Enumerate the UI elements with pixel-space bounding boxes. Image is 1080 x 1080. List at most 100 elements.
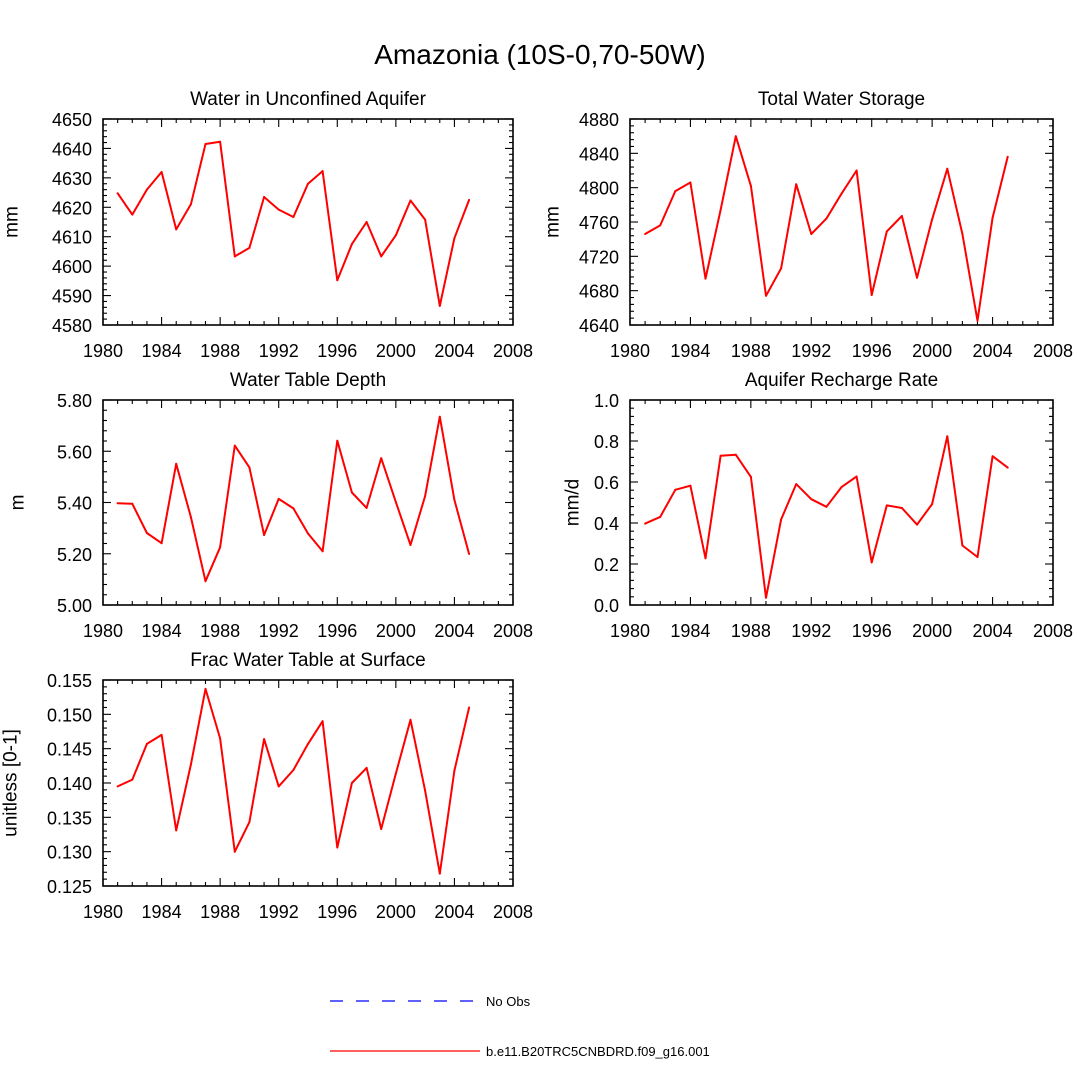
y-tick-label: 1.0	[594, 391, 619, 411]
x-tick-label: 1988	[731, 621, 771, 641]
data-point	[350, 491, 353, 494]
data-point	[189, 516, 192, 519]
y-tick-label: 4610	[52, 228, 92, 248]
data-point	[350, 782, 353, 784]
data-point	[674, 190, 677, 193]
y-tick-label: 0.0	[594, 596, 619, 616]
x-tick-label: 1980	[83, 341, 123, 361]
data-point	[453, 498, 456, 501]
y-tick-label: 5.00	[57, 596, 92, 616]
x-tick-label: 1980	[83, 902, 123, 922]
data-point	[233, 444, 236, 447]
x-tick-label: 1984	[142, 902, 182, 922]
data-point	[795, 183, 798, 186]
data-point	[321, 170, 324, 173]
y-tick-label: 4630	[52, 169, 92, 189]
y-tick-label: 5.60	[57, 442, 92, 462]
data-point	[219, 140, 222, 143]
data-point	[749, 184, 752, 187]
data-point	[233, 850, 236, 853]
data-point	[175, 462, 178, 465]
legend-obs-label: No Obs	[486, 994, 531, 1009]
data-point	[976, 319, 979, 322]
data-point	[961, 544, 964, 547]
data-point	[916, 276, 918, 279]
data-point	[189, 763, 192, 766]
data-point	[659, 515, 662, 518]
data-point	[145, 742, 148, 745]
plot-frame	[102, 399, 514, 606]
series-line-1	[116, 140, 471, 307]
data-point	[248, 821, 251, 824]
series-line-1	[644, 135, 1009, 322]
data-point	[277, 785, 280, 788]
legend-model-label: b.e11.B20TRC5CNBDRD.f09_g16.001	[486, 1044, 710, 1059]
x-tick-label: 1988	[200, 902, 240, 922]
chart-panels: Water in Unconfined Aquifer mm 1980 1984 198…	[1, 89, 1074, 922]
data-point	[453, 237, 456, 240]
x-tick-label: 1980	[610, 621, 650, 641]
data-point	[204, 687, 207, 690]
data-point	[307, 182, 309, 185]
data-point	[336, 439, 339, 442]
x-tick-label: 2008	[1033, 341, 1073, 361]
y-tick-label: 4640	[579, 316, 619, 336]
data-point	[292, 507, 295, 510]
data-point	[674, 488, 677, 491]
data-point	[825, 217, 828, 220]
data-point	[248, 466, 251, 469]
data-point	[394, 772, 397, 775]
x-tick-label: 2000	[912, 621, 952, 641]
x-tick-label: 1996	[852, 621, 892, 641]
data-point	[409, 544, 412, 546]
y-tick-label: 4720	[579, 247, 619, 267]
data-point	[424, 789, 427, 792]
plot-frame	[102, 118, 514, 326]
y-axis-label: unitless [0-1]	[1, 729, 22, 837]
chart-title: Total Water Storage	[758, 89, 925, 110]
data-point	[719, 209, 722, 211]
data-point	[734, 135, 737, 138]
data-point	[765, 596, 767, 599]
data-point	[160, 542, 163, 545]
chart-title: Aquifer Recharge Rate	[745, 370, 938, 391]
y-tick-label: 4620	[52, 198, 92, 218]
series-line-1	[117, 415, 471, 583]
data-point	[131, 502, 134, 505]
data-point	[946, 167, 949, 170]
data-point	[394, 501, 397, 504]
data-point	[780, 267, 783, 270]
x-tick-label: 1996	[852, 341, 892, 361]
data-point	[991, 216, 994, 219]
data-point	[116, 192, 119, 195]
y-tick-label: 5.20	[57, 545, 92, 565]
data-point	[380, 457, 383, 460]
data-point	[116, 502, 119, 505]
y-tick-label: 0.135	[47, 808, 92, 828]
data-point	[468, 706, 471, 709]
data-point	[453, 769, 456, 772]
y-tick-label: 0.155	[47, 671, 92, 691]
data-point	[365, 766, 368, 769]
x-tick-label: 1992	[259, 621, 299, 641]
data-point	[131, 778, 134, 781]
data-point	[734, 453, 737, 456]
data-point	[810, 498, 813, 501]
data-point	[424, 218, 427, 221]
series-line-1	[117, 687, 471, 875]
x-tick-label: 1988	[200, 341, 240, 361]
data-point	[263, 196, 266, 198]
y-tick-label: 0.130	[47, 843, 92, 863]
data-point	[689, 181, 692, 184]
data-point	[365, 221, 368, 223]
x-tick-label: 2000	[376, 341, 416, 361]
data-point	[885, 230, 888, 233]
data-point	[765, 294, 767, 297]
data-point	[468, 198, 471, 201]
y-tick-label: 4590	[52, 287, 92, 307]
data-point	[160, 733, 163, 736]
y-tick-label: 0.145	[47, 740, 92, 760]
y-tick-label: 0.140	[47, 774, 92, 794]
data-point	[248, 246, 251, 249]
